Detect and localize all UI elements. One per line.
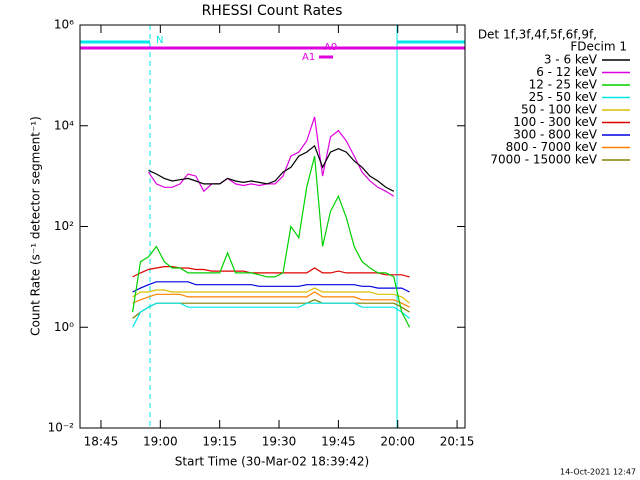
legend-label: 3 - 6 keV (544, 53, 598, 67)
legend-label: 100 - 300 keV (513, 115, 597, 129)
x-tick-label: 20:15 (440, 435, 475, 449)
y-tick-label: 10⁶ (54, 18, 74, 32)
series-line (132, 281, 410, 293)
y-axis-label: Count Rate (s⁻¹ detector segment⁻¹) (29, 116, 43, 336)
legend-label: 25 - 50 keV (529, 90, 598, 104)
chart-title: RHESSI Count Rates (202, 3, 343, 19)
timestamp: 14-Oct-2021 12:47 (560, 468, 636, 477)
legend-label: 7000 - 15000 keV (490, 153, 597, 167)
legend-title: Det 1f,3f,4f,5f,6f,9f, (478, 28, 597, 42)
x-tick-label: 18:45 (84, 435, 119, 449)
series-line (132, 291, 410, 308)
annotation: N (156, 35, 163, 46)
legend-title: FDecim 1 (570, 40, 627, 54)
annotation: A0 (324, 42, 337, 53)
series-line (132, 302, 410, 328)
y-tick-label: 10² (54, 219, 74, 233)
annotation: A1 (302, 52, 315, 63)
y-tick-label: 10⁰ (54, 320, 74, 334)
x-tick-label: 19:00 (143, 435, 178, 449)
legend-label: 12 - 25 keV (529, 78, 598, 92)
legend-label: 300 - 800 keV (513, 128, 597, 142)
y-tick-label: 10⁴ (54, 118, 74, 132)
x-tick-label: 19:30 (262, 435, 297, 449)
x-tick-label: 19:45 (321, 435, 356, 449)
legend-label: 800 - 7000 keV (506, 140, 598, 154)
x-tick-label: 19:15 (202, 435, 237, 449)
series-line (148, 144, 395, 192)
series-line (132, 155, 411, 328)
y-tick-label: 10⁻² (48, 421, 75, 435)
series-line (148, 116, 395, 197)
legend-label: 50 - 100 keV (521, 103, 598, 117)
legend-label: 6 - 12 keV (536, 65, 598, 79)
series-line (132, 287, 410, 304)
x-axis-label: Start Time (30-Mar-02 18:39:42) (175, 455, 369, 469)
x-tick-label: 20:00 (380, 435, 415, 449)
